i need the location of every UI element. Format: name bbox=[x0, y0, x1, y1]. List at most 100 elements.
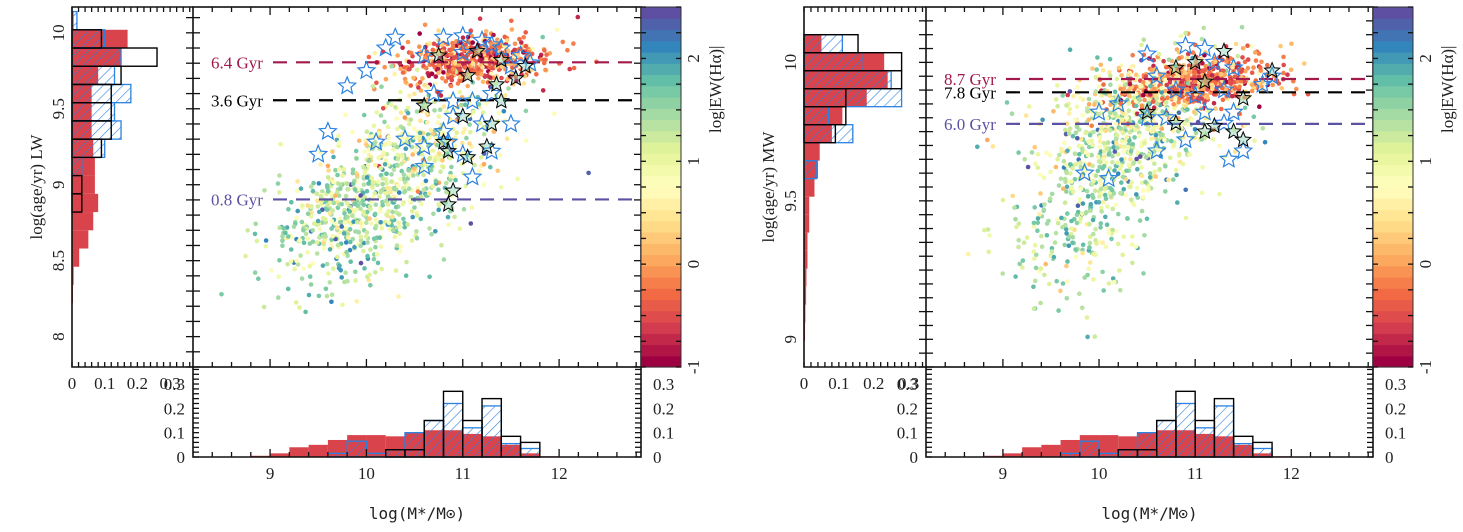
colorbar-tick-label: -1 bbox=[684, 360, 703, 374]
scatter-point bbox=[1047, 153, 1053, 158]
scatter-point bbox=[398, 89, 403, 95]
scatter-point bbox=[361, 248, 366, 254]
star-marker-blue bbox=[1137, 43, 1158, 63]
scatter-point bbox=[1139, 42, 1144, 48]
age-hist-bar-blue bbox=[71, 138, 106, 159]
scatter-point bbox=[289, 199, 294, 205]
scatter-point bbox=[1203, 79, 1209, 84]
scatter-point bbox=[298, 253, 303, 258]
scatter-point bbox=[1038, 172, 1043, 177]
scatter-point bbox=[1172, 40, 1178, 46]
scatter-point bbox=[540, 34, 545, 40]
scatter-point bbox=[1203, 63, 1208, 69]
colorbar-segment bbox=[641, 220, 681, 233]
scatter-point bbox=[454, 130, 460, 136]
mass-hist-bar-all bbox=[289, 447, 309, 457]
scatter-point bbox=[1129, 242, 1135, 247]
scatter-point bbox=[1135, 150, 1140, 155]
scatter-point bbox=[1073, 247, 1078, 252]
scatter-point bbox=[438, 93, 444, 98]
scatter-point bbox=[1086, 102, 1092, 107]
scatter-point bbox=[343, 225, 348, 231]
scatter-point bbox=[1062, 200, 1068, 205]
scatter-point bbox=[1249, 88, 1255, 94]
scatter-point bbox=[277, 173, 282, 178]
scatter-point bbox=[1066, 131, 1072, 136]
scatter-point bbox=[371, 236, 377, 241]
scatter-point bbox=[1245, 43, 1250, 48]
scatter-point bbox=[1109, 236, 1114, 242]
scatter-point bbox=[1120, 252, 1125, 258]
scatter-point bbox=[1061, 158, 1067, 164]
scatter-point bbox=[1047, 196, 1053, 201]
scatter-point bbox=[1055, 83, 1060, 88]
star-marker-blue bbox=[1223, 101, 1244, 121]
scatter-point bbox=[1080, 247, 1085, 253]
scatter-point bbox=[311, 180, 316, 186]
scatter-point bbox=[307, 274, 313, 279]
colorbar-segment bbox=[641, 232, 681, 244]
scatter-point bbox=[338, 186, 343, 191]
scatter-point bbox=[1118, 287, 1123, 293]
scatter-point bbox=[418, 88, 424, 93]
scatter-point bbox=[1178, 33, 1184, 39]
scatter-point bbox=[1094, 241, 1099, 246]
scatter-point bbox=[331, 266, 336, 271]
scatter-point bbox=[393, 204, 399, 210]
scatter-point bbox=[1093, 252, 1098, 258]
colorbar-segment bbox=[1373, 344, 1413, 357]
mass-hist-bar-blue bbox=[1156, 419, 1177, 458]
scatter-point bbox=[326, 271, 331, 276]
scatter-point bbox=[1158, 132, 1163, 138]
scatter-point bbox=[1112, 168, 1117, 173]
scatter-point bbox=[1031, 306, 1037, 311]
scatter-point bbox=[417, 138, 423, 143]
scatter-point bbox=[399, 152, 405, 158]
scatter-point bbox=[1068, 171, 1073, 176]
scatter-point bbox=[433, 74, 439, 79]
scatter-point bbox=[1217, 191, 1222, 197]
scatter-point bbox=[1185, 96, 1191, 102]
scatter-point bbox=[377, 209, 383, 215]
scatter-point bbox=[1205, 95, 1210, 100]
scatter-point bbox=[371, 256, 377, 262]
mass-hist-bar-all bbox=[270, 453, 290, 457]
scatter-point bbox=[324, 293, 330, 299]
age-hist-frame bbox=[71, 6, 193, 368]
scatter-point bbox=[1098, 186, 1104, 192]
colorbar-segment bbox=[641, 277, 681, 289]
scatter-point bbox=[409, 208, 415, 214]
scatter-point bbox=[374, 80, 379, 86]
colorbar-segment bbox=[1373, 220, 1413, 233]
scatter-point bbox=[1083, 130, 1088, 136]
scatter-point bbox=[1085, 194, 1091, 199]
scatter-point bbox=[262, 188, 267, 193]
scatter-point bbox=[294, 215, 299, 221]
scatter-point bbox=[1115, 114, 1121, 119]
scatter-point bbox=[1103, 214, 1108, 220]
star-markers bbox=[1074, 35, 1283, 188]
scatter-point bbox=[403, 146, 409, 151]
scatter-point bbox=[1097, 139, 1103, 144]
scatter-point bbox=[408, 117, 414, 122]
scatter-point bbox=[378, 219, 384, 225]
scatter-point bbox=[1159, 126, 1165, 131]
scatter-point bbox=[448, 174, 453, 179]
scatter-point bbox=[1130, 260, 1135, 266]
scatter-point bbox=[1086, 96, 1092, 102]
age-hist-bar-blue bbox=[71, 65, 116, 86]
scatter-point bbox=[1087, 240, 1093, 246]
scatter-point bbox=[330, 233, 336, 239]
y-tick-label: 8 bbox=[49, 332, 68, 341]
mass-hist-bar-blue bbox=[1232, 442, 1254, 458]
star-marker-blue bbox=[1137, 107, 1158, 127]
mass-hist-tick-label-left: 0.3 bbox=[897, 375, 918, 394]
scatter-point bbox=[465, 83, 471, 89]
star-marker-blue bbox=[308, 143, 329, 163]
age-hist-bar-all bbox=[804, 232, 808, 251]
scatter-point bbox=[428, 127, 434, 133]
scatter-point bbox=[1119, 163, 1124, 169]
scatter-point bbox=[1142, 140, 1147, 146]
scatter-point bbox=[1101, 82, 1106, 87]
scatter-point bbox=[1020, 265, 1025, 270]
